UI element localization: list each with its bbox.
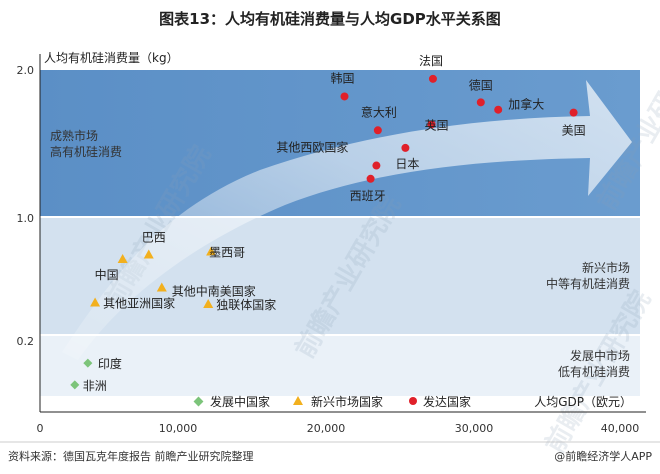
x-axis-label: 人均GDP（欧元） (534, 395, 632, 409)
y-tick-label: 1.0 (17, 212, 35, 225)
y-axis-label: 人均有机硅消费量（kg） (44, 51, 179, 65)
x-tick-label: 40,000 (601, 422, 640, 435)
x-tick-label: 10,000 (159, 422, 198, 435)
data-point-marker (494, 105, 503, 114)
legend-label-emerging: 新兴市场国家 (311, 394, 383, 409)
legend-label-developed: 发达国家 (423, 394, 471, 409)
data-point-marker (156, 282, 167, 292)
data-point-marker (569, 108, 578, 117)
data-point-label: 其他西欧国家 (276, 140, 348, 155)
data-point-marker (70, 380, 80, 390)
x-tick-label: 0 (37, 422, 44, 435)
data-point-marker (427, 120, 436, 129)
data-point-marker (206, 246, 217, 256)
brand-text: @前瞻经济学人APP (554, 449, 652, 463)
data-point-label: 非洲 (83, 379, 107, 393)
data-point-marker (401, 143, 410, 152)
data-point-marker (143, 249, 154, 259)
region-band-developing (40, 336, 640, 396)
data-point-label: 其他亚洲国家 (103, 296, 175, 311)
legend: 发展中国家 新兴市场国家 发达国家 (193, 394, 471, 409)
data-point-label: 巴西 (142, 231, 166, 245)
data-point-marker (340, 92, 349, 101)
region-label-emerging-1: 新兴市场 (582, 260, 630, 275)
data-point-label: 法国 (419, 54, 443, 68)
region-label-developed-1: 成熟市场 (50, 128, 98, 143)
legend-marker-developed (409, 397, 417, 405)
growth-arrow (62, 80, 632, 360)
data-point-label: 印度 (98, 356, 122, 371)
data-point-marker (428, 74, 437, 83)
data-point-marker (117, 254, 128, 263)
region-label-developed-2: 高有机硅消费 (50, 144, 122, 159)
data-point-label: 独联体国家 (216, 297, 276, 312)
data-point-marker (366, 174, 375, 183)
data-point-label: 西班牙 (350, 189, 386, 203)
data-point-label: 其他中南美国家 (172, 284, 256, 299)
data-point-label: 意大利 (361, 104, 397, 119)
y-tick-label: 0.2 (17, 335, 35, 348)
data-point-label: 韩国 (331, 70, 355, 85)
chart-title: 图表13：人均有机硅消费量与人均GDP水平关系图 (159, 10, 501, 28)
region-label-developing-2: 低有机硅消费 (558, 365, 630, 379)
data-point-label: 英国 (425, 118, 449, 132)
x-tick-label: 20,000 (307, 422, 346, 435)
source-text: 资料来源：德国瓦克年度报告 前瞻产业研究院整理 (8, 449, 254, 463)
data-point-label: 中国 (95, 267, 119, 282)
data-point-label: 美国 (562, 124, 586, 138)
legend-label-developing: 发展中国家 (210, 394, 270, 409)
data-point-marker (90, 297, 101, 307)
data-point-label: 日本 (395, 157, 419, 171)
data-point-label: 德国 (469, 77, 493, 92)
data-point-marker (203, 299, 214, 308)
data-point-label: 加拿大 (508, 97, 544, 112)
y-tick-label: 2.0 (17, 64, 35, 77)
data-point-marker (372, 161, 381, 170)
x-tick-label: 30,000 (455, 422, 494, 435)
legend-marker-developing (193, 396, 204, 407)
region-label-developing-1: 发展中市场 (570, 348, 630, 363)
data-point-label: 墨西哥 (209, 246, 245, 260)
legend-marker-emerging (293, 396, 303, 405)
region-label-emerging-2: 中等有机硅消费 (546, 276, 630, 291)
data-point-marker (476, 98, 485, 107)
data-point-marker (373, 126, 382, 135)
